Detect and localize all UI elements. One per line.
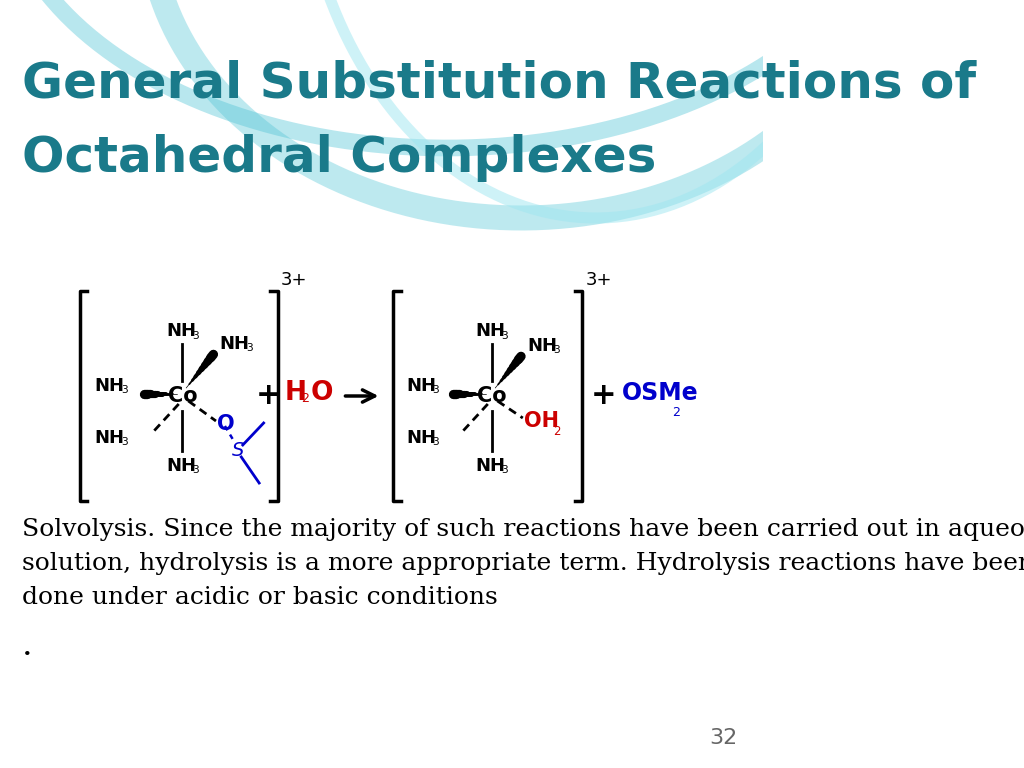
Text: NH: NH [475, 322, 505, 340]
Text: NH: NH [94, 429, 125, 447]
Text: $_2$: $_2$ [553, 420, 561, 438]
Text: $_3$: $_3$ [553, 342, 561, 356]
Text: +: + [255, 382, 281, 411]
Text: 3+: 3+ [586, 271, 612, 289]
Text: Co: Co [168, 386, 198, 406]
Text: Co: Co [477, 386, 506, 406]
Text: 3+: 3+ [281, 271, 307, 289]
Text: General Substitution Reactions of: General Substitution Reactions of [23, 59, 977, 107]
Text: NH: NH [220, 335, 250, 353]
Text: $_2$: $_2$ [301, 387, 310, 405]
Text: $_3$: $_3$ [121, 433, 129, 449]
Text: NH: NH [475, 457, 505, 475]
Text: OH: OH [524, 411, 559, 431]
Text: $_3$: $_3$ [432, 433, 440, 449]
Text: $S$: $S$ [231, 442, 245, 461]
Text: $_3$: $_3$ [193, 326, 200, 342]
Text: $_3$: $_3$ [501, 326, 509, 342]
Text: +: + [591, 382, 616, 411]
Text: $_3$: $_3$ [501, 462, 509, 476]
Text: .: . [23, 630, 33, 662]
Text: Solvolysis. Since the majority of such reactions have been carried out in aqueou: Solvolysis. Since the majority of such r… [23, 518, 1024, 608]
Text: O: O [217, 414, 236, 434]
Text: NH: NH [527, 337, 557, 355]
Text: H: H [285, 380, 306, 406]
Text: O: O [310, 380, 333, 406]
Text: Octahedral Complexes: Octahedral Complexes [23, 134, 656, 182]
Text: $_3$: $_3$ [432, 382, 440, 396]
Text: NH: NH [166, 322, 196, 340]
Text: NH: NH [406, 429, 436, 447]
Text: OSMe: OSMe [622, 381, 698, 405]
Text: $_2$: $_2$ [672, 401, 681, 419]
Text: 32: 32 [709, 728, 737, 748]
Text: $_3$: $_3$ [193, 462, 200, 476]
Text: $_3$: $_3$ [121, 382, 129, 396]
Text: NH: NH [94, 377, 125, 395]
Text: NH: NH [166, 457, 196, 475]
Text: NH: NH [406, 377, 436, 395]
Text: $_3$: $_3$ [246, 339, 254, 355]
